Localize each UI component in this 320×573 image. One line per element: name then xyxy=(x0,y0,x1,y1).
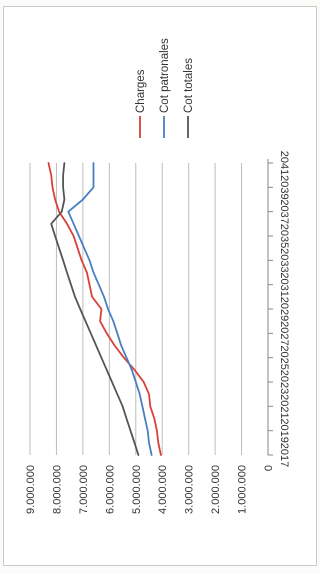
legend-label: Charges xyxy=(135,69,147,113)
x-tick-label: 2037 xyxy=(278,199,290,223)
y-tick-label: 5.000.000 xyxy=(131,465,143,514)
y-axis-tick-labels: 0 1.000.000 2.000.000 3.000.000 4.000.000 5.0… xyxy=(25,465,275,514)
legend-label: Cot totales xyxy=(183,58,195,113)
y-tick-label: 7.000.000 xyxy=(78,465,90,514)
x-tick-label: 2019 xyxy=(278,418,290,442)
x-axis-tick-labels: 2017201920212023202520272029203120332035… xyxy=(278,151,290,467)
x-tick-label: 2031 xyxy=(278,272,290,296)
series-line xyxy=(51,163,138,455)
x-tick-label: 2023 xyxy=(278,370,290,394)
x-tick-label: 2017 xyxy=(278,443,290,467)
x-tick-label: 2027 xyxy=(278,321,290,345)
x-tick-label: 2029 xyxy=(278,297,290,321)
y-tick-label: 4.000.000 xyxy=(157,465,169,514)
y-tick-label: 0 xyxy=(263,465,275,471)
series-lines xyxy=(49,163,161,455)
y-tick-label: 9.000.000 xyxy=(25,465,37,514)
legend-label: Cot patronales xyxy=(159,38,171,113)
y-tick-label: 3.000.000 xyxy=(184,465,196,514)
y-tick-label: 2.000.000 xyxy=(210,465,222,514)
x-tick-label: 2033 xyxy=(278,248,290,272)
x-tick-label: 2041 xyxy=(278,151,290,175)
y-tick-label: 6.000.000 xyxy=(104,465,116,514)
axes xyxy=(268,159,273,455)
x-tick-label: 2021 xyxy=(278,394,290,418)
y-tick-label: 8.000.000 xyxy=(51,465,63,514)
x-tick-label: 2039 xyxy=(278,175,290,199)
x-tick-label: 2035 xyxy=(278,224,290,248)
x-tick-label: 2025 xyxy=(278,345,290,369)
legend: Charges Cot patronales Cot totales xyxy=(135,38,195,138)
gridlines xyxy=(30,163,242,455)
y-tick-label: 1.000.000 xyxy=(237,465,249,514)
